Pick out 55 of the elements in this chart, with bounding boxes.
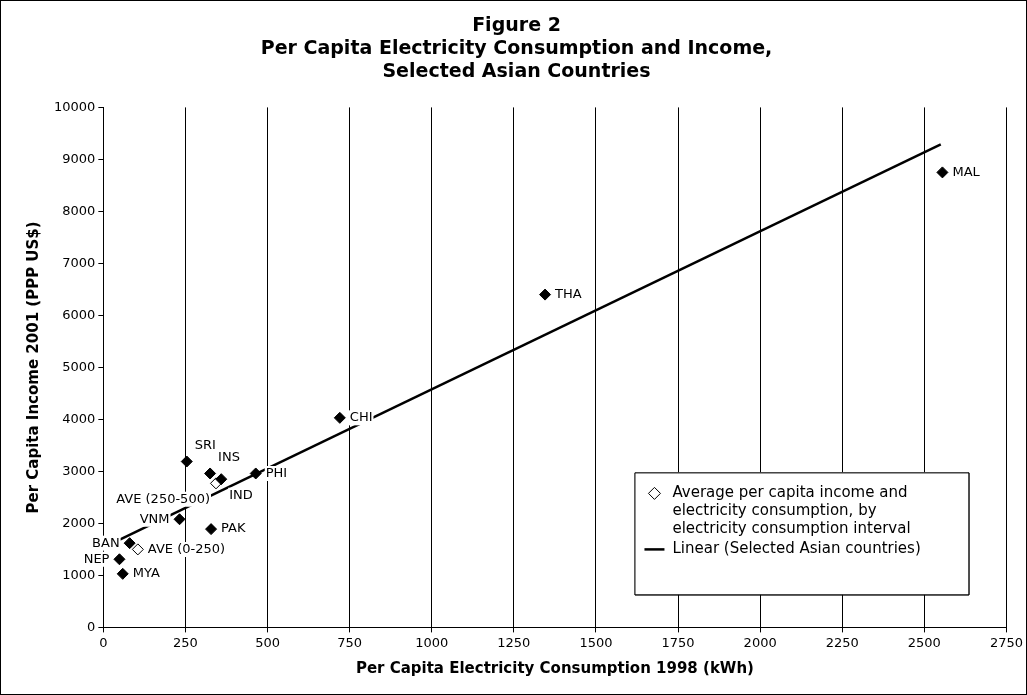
x-tick-label: 1750 [661, 634, 695, 650]
y-tick-label: 1000 [62, 566, 96, 582]
x-tick-label: 2250 [825, 634, 859, 650]
x-tick-label: 1500 [579, 634, 613, 650]
y-tick-label: 8000 [62, 202, 96, 218]
point [113, 553, 126, 566]
x-axis-title: Per Capita Electricity Consumption 1998 (kWh) [355, 658, 754, 677]
annotation: CHI [349, 409, 373, 425]
legend-label: Linear (Selected Asian countries) [672, 539, 921, 558]
annotation: THA [554, 285, 582, 301]
chart-title: Figure 2 Per Capita Electricity Consumption and Income, Selected Asian Countries [260, 13, 773, 81]
x-tick-label: 2750 [989, 634, 1023, 650]
point [249, 467, 262, 480]
point [123, 537, 136, 550]
x-tick-label: 2000 [743, 634, 777, 650]
annotation: INS [218, 448, 240, 464]
y-tick-label: 3000 [62, 462, 96, 478]
point [173, 513, 186, 526]
y-tick-label: 6000 [62, 306, 96, 322]
point [180, 455, 193, 468]
annotation: MAL [952, 163, 981, 179]
point [333, 411, 346, 424]
point [539, 288, 552, 301]
x-tick-label: 750 [337, 634, 363, 650]
y-tick-label: 2000 [62, 514, 96, 530]
y-tick-label: 10000 [54, 98, 96, 114]
annotation: NEP [83, 550, 110, 566]
x-tick-label: 500 [255, 634, 280, 650]
annotation: VNM [139, 510, 170, 526]
y-tick-label: 5000 [62, 358, 96, 374]
point [205, 523, 218, 536]
y-tick-label: 9000 [62, 150, 96, 166]
point [131, 543, 144, 556]
y-tick-label: 4000 [62, 410, 96, 426]
x-tick-label: 250 [173, 634, 198, 650]
annotation: PAK [221, 520, 246, 536]
x-tick-label: 2500 [907, 634, 941, 650]
annotation: SRI [194, 436, 216, 452]
y-tick-label: 0 [87, 618, 96, 634]
point [116, 567, 129, 580]
x-tick-label: 1250 [497, 634, 531, 650]
annotation: PHI [265, 464, 288, 480]
y-tick-label: 7000 [62, 254, 96, 270]
point [936, 166, 949, 179]
y-axis-title: Per Capita Income 2001 (PPP US$) [23, 221, 42, 514]
x-tick-label: 1000 [415, 634, 449, 650]
legend-label: Average per capita income and electricity consumption, by electricity consumption interval [672, 483, 911, 538]
x-tick-label: 0 [99, 634, 108, 650]
annotation: AVE (0-250) [147, 540, 226, 556]
point [215, 473, 228, 486]
annotation: BAN [92, 534, 120, 550]
annotation: MYA [132, 565, 160, 581]
point [204, 467, 217, 480]
annotation: AVE (250-500) [116, 490, 210, 506]
annotation: IND [229, 486, 253, 502]
